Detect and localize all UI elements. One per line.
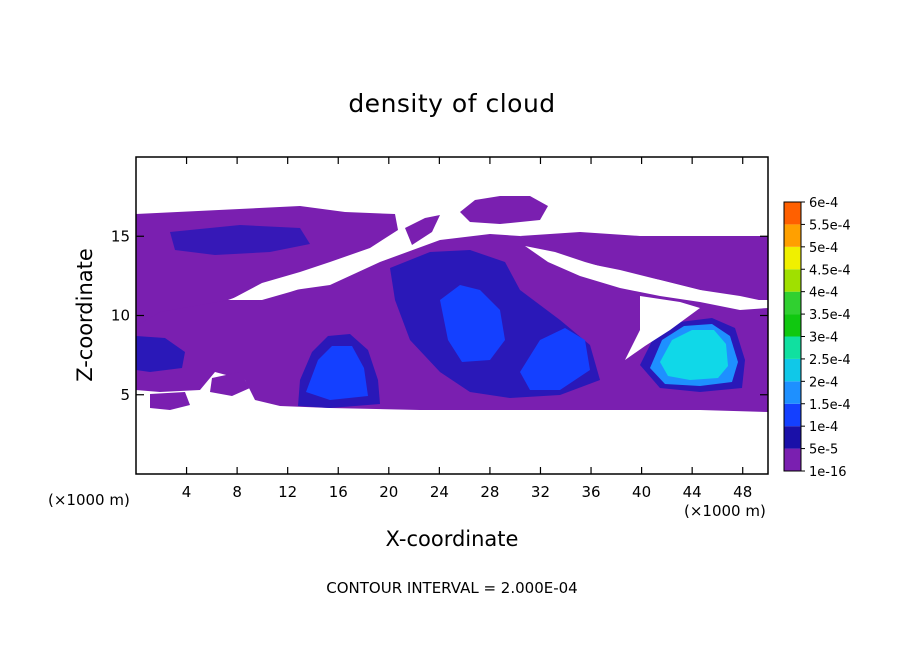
x-tick-label: 32	[531, 483, 550, 501]
chart-title: density of cloud	[348, 89, 555, 118]
colorbar-label: 2.5e-4	[809, 353, 851, 368]
x-tick-label: 12	[278, 483, 297, 501]
colorbar-label: 3.5e-4	[809, 308, 851, 323]
colorbar-label: 5e-5	[809, 443, 838, 458]
colorbar-label: 4e-4	[809, 286, 838, 301]
cloud-fragment-small-1	[150, 392, 190, 410]
core-32-8	[520, 328, 590, 390]
x-unit-label: (×1000 m)	[684, 502, 766, 520]
gap-diagonal	[228, 254, 372, 300]
x-tick-label: 36	[581, 483, 600, 501]
colorbar-label: 5.5e-4	[809, 218, 851, 233]
x-tick-label: 40	[632, 483, 651, 501]
cloud-fragment-small-3	[210, 372, 250, 396]
x-tick-label: 8	[232, 483, 242, 501]
y-axis-tick-labels: 5 10 15	[111, 227, 130, 404]
x-axis-ticks	[185, 157, 744, 474]
gap-right	[525, 246, 768, 310]
contour-level-1.5e-4	[660, 330, 728, 380]
y-axis-ticks	[136, 235, 768, 396]
core-left-edge	[136, 336, 185, 372]
cloud-region-right-upper	[520, 232, 768, 302]
colorbar-cell	[784, 202, 801, 225]
z-unit-label: (×1000 m)	[48, 491, 130, 509]
colorbar-label: 3e-4	[809, 331, 838, 346]
cloud-fragment-small-2	[405, 215, 440, 245]
x-axis-title: X-coordinate	[386, 527, 519, 551]
colorbar	[783, 201, 805, 472]
gap-right-wedge	[625, 296, 700, 360]
colorbar-cell	[784, 246, 801, 270]
colorbar-label: 6e-4	[809, 196, 838, 211]
y-tick-label: 15	[111, 227, 130, 245]
core-upper-band	[170, 225, 310, 255]
colorbar-cell	[784, 269, 801, 292]
x-axis-tick-labels: 4 8 12 16 20 24 28 32 36 40 44 48	[182, 483, 752, 501]
x-tick-label: 16	[329, 483, 348, 501]
x-tick-label: 48	[733, 483, 752, 501]
colorbar-cell	[784, 291, 801, 315]
colorbar-label: 1e-4	[809, 420, 838, 435]
colorbar-cell	[784, 224, 801, 247]
x-tick-label: 44	[683, 483, 702, 501]
colorbar-cell	[784, 336, 801, 359]
y-tick-label: 10	[111, 307, 130, 325]
x-tick-label: 24	[430, 483, 449, 501]
colorbar-cell	[784, 426, 801, 449]
colorbar-cell	[784, 403, 801, 427]
x-tick-label: 28	[480, 483, 499, 501]
colorbar-label: 1.5e-4	[809, 398, 851, 413]
x-tick-label: 20	[379, 483, 398, 501]
colorbar-cell	[784, 448, 801, 471]
colorbar-labels: 6e-4 5.5e-4 5e-4 4.5e-4 4e-4 3.5e-4 3e-4 2.5e-4…	[809, 196, 851, 480]
x-tick-label: 4	[182, 483, 192, 501]
cloud-anvil-top	[460, 196, 548, 224]
colorbar-cell	[784, 314, 801, 337]
core-44-7	[660, 330, 728, 380]
colorbar-cell	[784, 381, 801, 404]
core-15-7	[306, 346, 368, 400]
colorbar-label: 4.5e-4	[809, 263, 851, 278]
y-tick-label: 5	[120, 386, 130, 404]
y-axis-title: Z-coordinate	[73, 248, 97, 382]
contour-interval-note: CONTOUR INTERVAL = 2.000E-04	[326, 579, 577, 597]
plot-area	[136, 157, 768, 474]
core-26-10	[440, 285, 505, 362]
colorbar-label: 5e-4	[809, 241, 838, 256]
colorbar-cell	[784, 358, 801, 382]
colorbar-label: 2e-4	[809, 375, 838, 390]
colorbar-label: 1e-16	[809, 465, 847, 480]
clear-air-gaps	[228, 246, 768, 360]
